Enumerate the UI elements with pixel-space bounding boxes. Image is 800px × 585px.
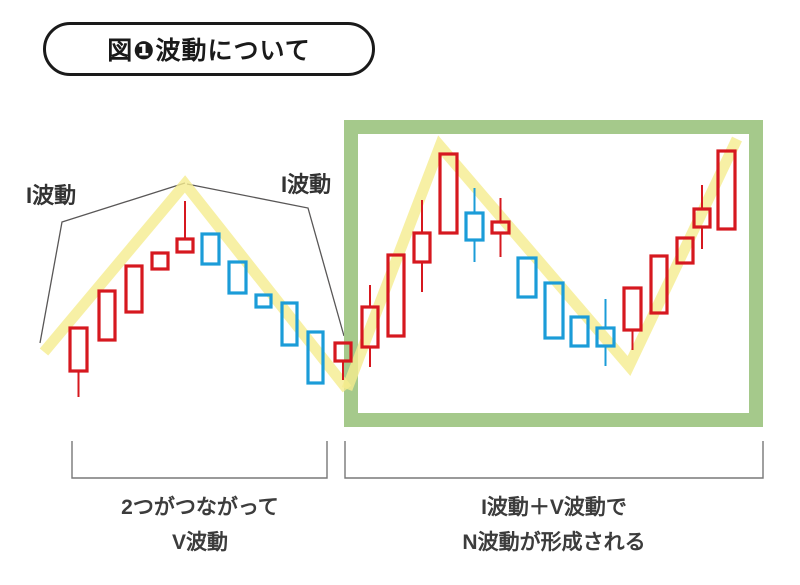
bearish-candle — [200, 232, 221, 266]
bullish-candle — [124, 264, 144, 314]
bearish-candle — [306, 330, 325, 385]
figure-title: 図❶波動について — [107, 37, 311, 65]
figure-title-badge: 図❶波動について — [43, 22, 375, 76]
bullish-candle — [68, 326, 89, 373]
caption-v-wave-line2: V波動 — [171, 531, 228, 554]
bullish-candle — [716, 149, 737, 231]
caption-n-wave-line2: N波動が形成される — [462, 531, 646, 554]
caption-v-wave-line1: 2つがつながって — [121, 496, 279, 519]
bullish-candle — [412, 231, 432, 264]
label-i-wave-right: I波動 — [281, 172, 332, 197]
i-wave-pointer-right — [186, 183, 345, 337]
caption-v-wave: 2つがつながって V波動 — [72, 490, 328, 560]
v-wave-bracket — [71, 441, 328, 479]
bearish-candle — [595, 326, 616, 348]
bearish-candle — [280, 301, 299, 347]
bearish-candle — [227, 260, 248, 295]
bullish-candle — [438, 152, 459, 235]
bullish-candle — [386, 253, 406, 338]
bullish-candle — [490, 220, 511, 235]
bullish-candle — [692, 207, 712, 229]
bullish-candle — [175, 237, 195, 254]
bullish-candle — [622, 286, 643, 332]
bullish-candle — [649, 254, 669, 315]
n-wave-right-line — [341, 135, 742, 391]
label-i-wave-left: I波動 — [26, 183, 77, 208]
caption-n-wave-line1: I波動＋V波動で — [481, 496, 627, 519]
n-wave-highlight-box — [344, 120, 763, 427]
bullish-candle — [97, 289, 117, 342]
bearish-candle — [516, 256, 538, 299]
bearish-candle — [543, 281, 565, 340]
bullish-candle — [360, 305, 380, 349]
bullish-candle — [675, 236, 695, 265]
bearish-candle — [464, 211, 485, 242]
i-wave-pointer-left — [39, 182, 186, 344]
caption-n-wave: I波動＋V波動で N波動が形成される — [345, 490, 763, 560]
bullish-candle — [150, 251, 170, 271]
bearish-candle — [569, 315, 590, 348]
n-wave-bracket — [344, 441, 764, 479]
bearish-candle — [254, 293, 273, 309]
bullish-candle — [333, 341, 353, 363]
v-wave-left-line — [39, 175, 352, 393]
